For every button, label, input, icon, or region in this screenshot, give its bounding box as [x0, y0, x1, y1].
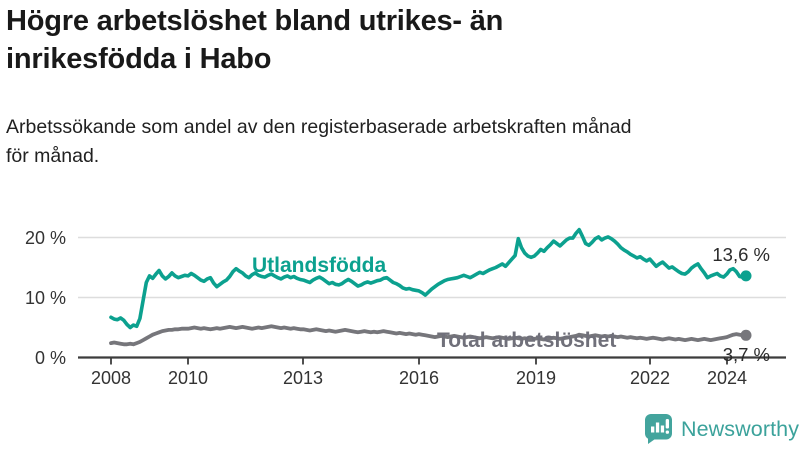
- x-label-2019: 2019: [516, 368, 556, 388]
- y-label-20: 20 %: [25, 228, 66, 248]
- subtitle-line-2: för månad.: [6, 144, 100, 167]
- series-line-total-arbetsl-shet: [109, 324, 748, 347]
- y-label-0: 0 %: [35, 348, 66, 368]
- series-end-dot-utlandsf-dda: [740, 270, 752, 282]
- x-label-2010: 2010: [168, 368, 208, 388]
- end-value-total-arbetsloshet: 3,7 %: [723, 344, 770, 365]
- x-label-2024: 2024: [707, 368, 747, 388]
- end-value-utlandsfodda: 13,6 %: [712, 244, 770, 265]
- series-layer: [109, 227, 752, 347]
- series-label-total-arbetsloshet: Total arbetslöshet: [437, 329, 616, 352]
- series-end-dot-total-arbetsl-shet: [740, 329, 752, 341]
- x-axis-labels: 2008 2010 2013 2016 2019 2022 2024: [91, 368, 747, 388]
- x-label-2022: 2022: [630, 368, 670, 388]
- newsworthy-logo[interactable]: Newsworthy: [644, 413, 799, 445]
- y-axis-labels: 20 % 10 % 0 %: [25, 228, 66, 368]
- y-label-10: 10 %: [25, 288, 66, 308]
- series-label-utlandsfodda: Utlandsfödda: [252, 254, 386, 277]
- page-title: Högre arbetslöshet bland utrikes- än inri…: [6, 2, 686, 79]
- x-axis-ticks: [110, 358, 728, 365]
- newsworthy-logo-icon: [645, 414, 672, 444]
- newsworthy-logo-text: Newsworthy: [681, 416, 800, 441]
- title-line-1: Högre arbetslöshet bland utrikes- än: [6, 5, 504, 37]
- series-line-utlandsf-dda: [109, 227, 748, 330]
- chart-subtitle: Arbetssökande som andel av den registerb…: [6, 113, 766, 171]
- title-line-2: inrikesfödda i Habo: [6, 43, 272, 76]
- gridlines: [78, 236, 786, 299]
- x-label-2013: 2013: [283, 368, 323, 388]
- x-label-2016: 2016: [399, 368, 439, 388]
- subtitle-line-1: Arbetssökande som andel av den registerb…: [6, 116, 632, 138]
- x-label-2008: 2008: [91, 368, 131, 388]
